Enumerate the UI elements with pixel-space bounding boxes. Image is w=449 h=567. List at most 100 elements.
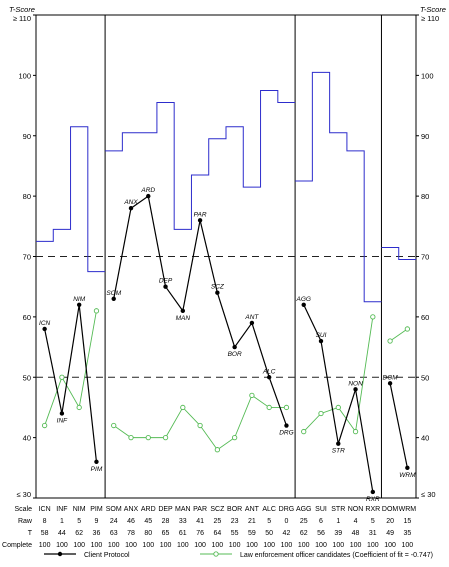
point-label-DRG: DRG — [279, 430, 293, 437]
norm-point-STR — [335, 404, 341, 411]
table-cell: 46 — [127, 518, 135, 525]
norm-point-SOM — [111, 422, 117, 429]
table-cell: 62 — [75, 530, 83, 537]
client-point-ANT — [249, 320, 255, 326]
y-tick-label-right: 60 — [421, 313, 429, 322]
table-cell: 100 — [142, 542, 154, 549]
point-label-DEP: DEP — [159, 278, 173, 285]
table-cell: DRG — [279, 506, 295, 513]
table-cell: 56 — [317, 530, 325, 537]
table-cell: DOM — [382, 506, 399, 513]
table-cell: SCZ — [210, 506, 225, 513]
table-cell: 100 — [246, 542, 258, 549]
legend-client-marker — [57, 551, 63, 557]
point-label-SUI: SUI — [316, 332, 327, 339]
table-cell: DEP — [158, 506, 173, 513]
norm-point-PIM — [93, 308, 100, 314]
table-cell: 80 — [144, 530, 152, 537]
client-point-SCZ — [215, 290, 220, 295]
table-cell: 100 — [73, 542, 85, 549]
table-cell: 61 — [179, 530, 187, 537]
y-tick-label-left: ≤ 30 — [16, 490, 31, 499]
series-line-1 — [44, 310, 97, 426]
table-cell: 49 — [386, 530, 394, 537]
upper-boundary-step — [105, 89, 296, 230]
table-cell: 42 — [283, 530, 291, 537]
point-label-RXR: RXR — [366, 496, 380, 503]
table-cell: INF — [56, 506, 67, 513]
table-cell: 20 — [386, 518, 394, 525]
table-cell: 100 — [56, 542, 68, 549]
norm-point-DRG — [283, 404, 290, 411]
client-point-SOM — [111, 296, 116, 301]
client-point-DEP — [163, 284, 168, 289]
client-point-RXR — [370, 489, 376, 495]
client-point-DOM — [387, 381, 393, 386]
client-point-NIM — [76, 302, 82, 307]
table-cell: 23 — [231, 518, 239, 525]
table-cell: WRM — [399, 506, 417, 513]
table-cell: 0 — [285, 518, 289, 525]
y-tick-label-right: ≤ 30 — [421, 490, 436, 499]
norm-point-RXR — [370, 314, 376, 320]
table-cell: NON — [348, 506, 364, 513]
y-tick-label-right: 50 — [421, 373, 429, 382]
table-cell: 100 — [402, 542, 414, 549]
y-tick-label-left: 90 — [23, 132, 31, 141]
table-row-label: Raw — [18, 518, 33, 525]
upper-boundary-step — [381, 246, 416, 261]
table-cell: 33 — [179, 518, 187, 525]
norm-point-BOR — [231, 434, 238, 441]
table-row-label: % Complete — [0, 542, 32, 549]
point-label-ICN: ICN — [39, 320, 51, 327]
series-line-1 — [389, 328, 408, 342]
table-cell: ANX — [124, 506, 139, 513]
table-cell: 6 — [319, 518, 323, 525]
table-cell: 100 — [177, 542, 189, 549]
table-cell: 100 — [160, 542, 172, 549]
norm-point-ANX — [128, 434, 134, 441]
point-label-SOM: SOM — [106, 290, 121, 297]
table-cell: AGG — [296, 506, 312, 513]
point-label-PIM: PIM — [91, 466, 103, 473]
table-cell: 65 — [162, 530, 170, 537]
norm-point-DEP — [162, 434, 169, 441]
norm-point-ICN — [41, 422, 48, 429]
point-label-STR: STR — [332, 448, 345, 455]
upper-boundary-step — [295, 71, 382, 303]
norm-point-WRM — [404, 326, 411, 332]
client-point-NON — [353, 387, 358, 392]
table-cell: 100 — [212, 542, 224, 549]
table-cell: 100 — [91, 542, 103, 549]
y-tick-label-right: 40 — [421, 434, 429, 443]
table-cell: 59 — [248, 530, 256, 537]
table-cell: PAR — [193, 506, 207, 513]
table-cell: 5 — [267, 518, 271, 525]
table-cell: 50 — [265, 530, 273, 537]
norm-point-PAR — [197, 422, 203, 429]
norm-point-NON — [352, 428, 359, 435]
client-point-DRG — [284, 423, 289, 428]
table-cell: 100 — [332, 542, 344, 549]
table-cell: SUI — [315, 506, 327, 513]
series-line-0 — [44, 304, 98, 462]
point-label-DOM: DOM — [383, 374, 399, 381]
left-axis-title: T-Score — [9, 5, 35, 14]
right-axis-title: T-Score — [420, 5, 446, 14]
norm-point-ALC — [266, 404, 272, 411]
table-cell: 55 — [231, 530, 239, 537]
table-cell: SOM — [106, 506, 122, 513]
table-cell: ICN — [39, 506, 51, 513]
table-cell: 1 — [336, 518, 340, 525]
point-label-SCZ: SCZ — [211, 284, 225, 291]
table-row-label: Scale — [14, 506, 32, 513]
table-cell: 5 — [371, 518, 375, 525]
table-cell: 100 — [367, 542, 379, 549]
norm-point-SUI — [318, 410, 324, 417]
table-cell: 76 — [196, 530, 204, 537]
point-label-AGG: AGG — [296, 296, 311, 303]
table-cell: 25 — [300, 518, 308, 525]
client-point-ICN — [42, 326, 47, 332]
